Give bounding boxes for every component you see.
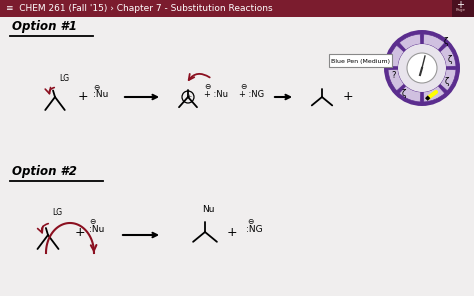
Wedge shape xyxy=(388,45,404,67)
Text: + :ΝG: + :ΝG xyxy=(239,90,264,99)
Text: +: + xyxy=(186,94,191,99)
Circle shape xyxy=(398,44,446,92)
Text: ≡  CHEM 261 (Fall '15) › Chapter 7 - Substitution Reactions: ≡ CHEM 261 (Fall '15) › Chapter 7 - Subs… xyxy=(6,4,273,13)
Text: ?: ? xyxy=(392,72,396,81)
Text: ⊖: ⊖ xyxy=(240,82,246,91)
Text: Option #2: Option #2 xyxy=(12,165,77,178)
Wedge shape xyxy=(388,69,404,91)
Text: +: + xyxy=(343,91,353,104)
Text: ζ: ζ xyxy=(445,78,449,86)
Text: Option #1: Option #1 xyxy=(12,20,77,33)
Text: Nu: Nu xyxy=(202,205,215,214)
Wedge shape xyxy=(399,86,421,102)
Text: ζ: ζ xyxy=(448,56,452,65)
Text: LG: LG xyxy=(59,74,69,83)
Text: ⊖: ⊖ xyxy=(89,217,95,226)
Text: :ΝG: :ΝG xyxy=(246,225,263,234)
Wedge shape xyxy=(399,34,421,50)
Text: ◆: ◆ xyxy=(425,95,431,101)
Text: :Νu: :Νu xyxy=(89,225,104,234)
Text: + :Νu: + :Νu xyxy=(204,90,228,99)
Text: ⊖: ⊖ xyxy=(204,82,210,91)
Text: ζ: ζ xyxy=(402,89,406,99)
Text: ⊖: ⊖ xyxy=(247,217,253,226)
Text: Blue Pen (Medium): Blue Pen (Medium) xyxy=(331,59,391,64)
Text: ⊖: ⊖ xyxy=(93,83,99,92)
Text: LG: LG xyxy=(52,208,62,217)
Circle shape xyxy=(384,30,460,106)
FancyBboxPatch shape xyxy=(329,54,392,67)
Wedge shape xyxy=(440,45,456,67)
Bar xyxy=(0,0,474,17)
Bar xyxy=(452,0,474,17)
Text: +: + xyxy=(75,226,85,239)
Wedge shape xyxy=(440,69,456,91)
Wedge shape xyxy=(423,86,445,102)
Wedge shape xyxy=(423,34,445,50)
Text: Page: Page xyxy=(456,8,466,12)
Text: +: + xyxy=(227,226,237,239)
Text: +: + xyxy=(78,91,88,104)
Text: +: + xyxy=(456,0,464,9)
Circle shape xyxy=(407,53,437,83)
Text: :Νu: :Νu xyxy=(93,90,109,99)
Text: ζ: ζ xyxy=(444,38,448,46)
